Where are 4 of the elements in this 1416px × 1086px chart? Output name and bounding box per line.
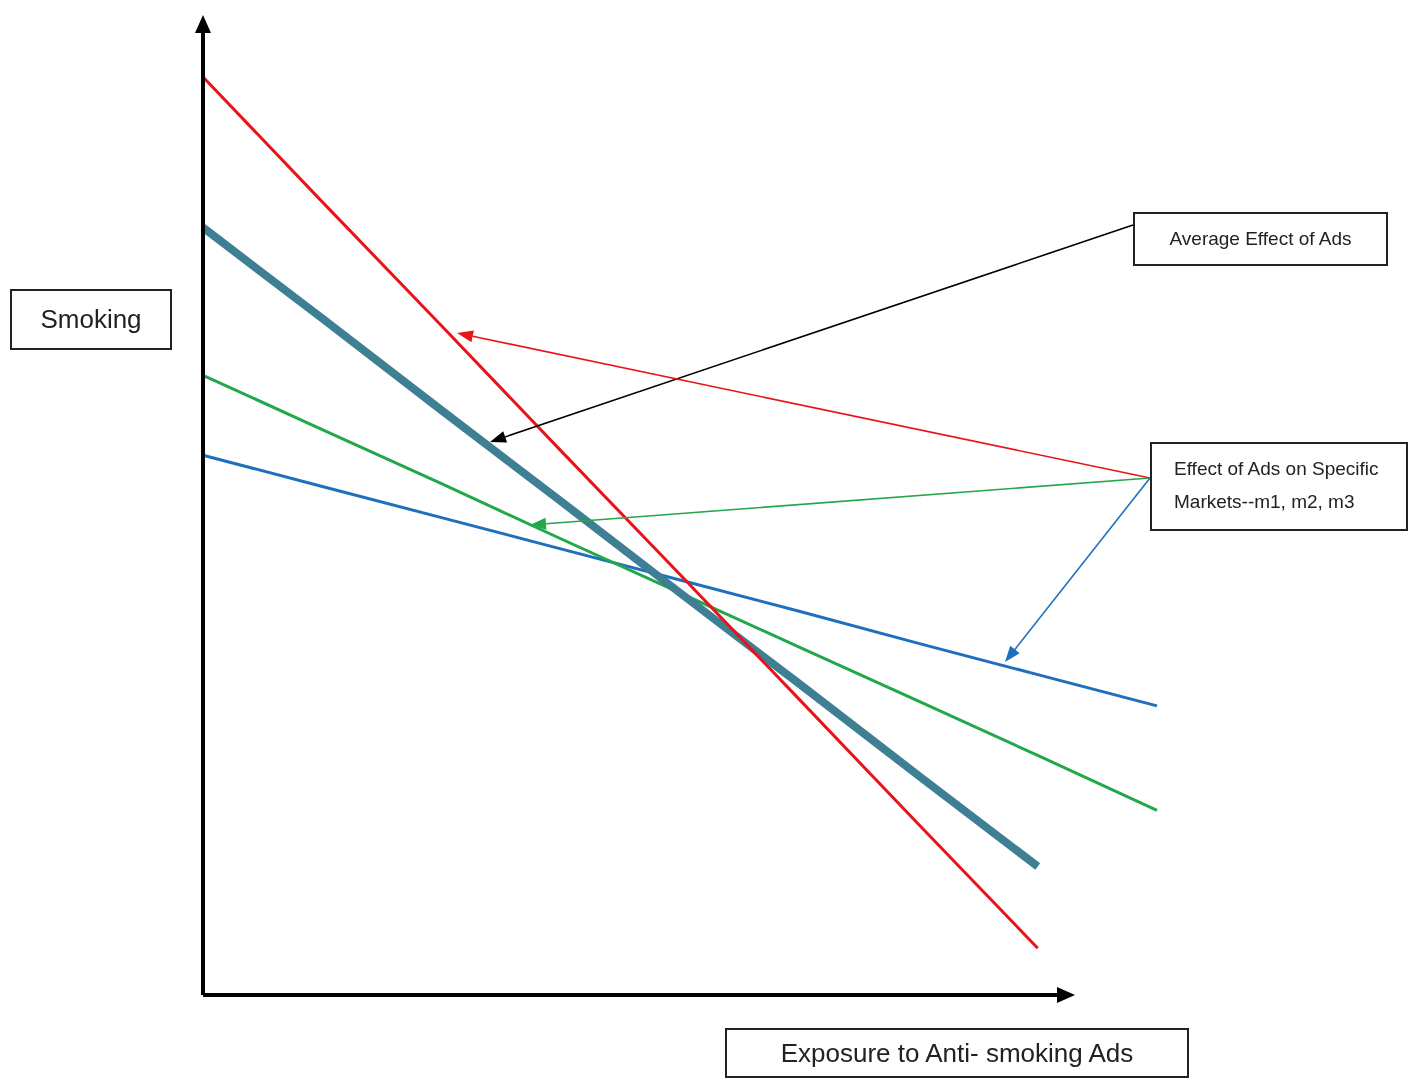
- x-axis-title: Exposure to Anti- smoking Ads: [725, 1028, 1189, 1078]
- y-axis-title: Smoking: [10, 289, 172, 350]
- annotation: Average Effect of Ads: [1133, 212, 1388, 266]
- annotation: Effect of Ads on Specific Markets--m1, m2, m3: [1150, 442, 1408, 531]
